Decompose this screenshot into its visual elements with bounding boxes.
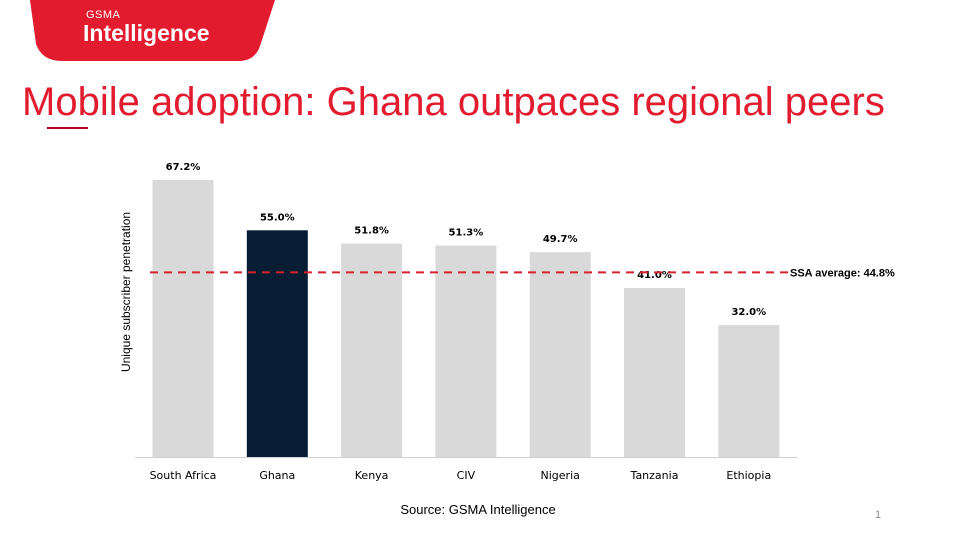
logo-tab-shape bbox=[30, 0, 275, 61]
x-tick-label-nigeria: Nigeria bbox=[541, 469, 580, 482]
logo-brand: GSMA bbox=[86, 9, 121, 21]
reference-line-label: SSA average: 44.8% bbox=[790, 267, 895, 279]
logo-tab: GSMA Intelligence bbox=[0, 0, 275, 61]
data-label-ethiopia: 32.0% bbox=[731, 307, 766, 318]
bar-ghana bbox=[246, 230, 308, 457]
data-label-ghana: 55.0% bbox=[260, 212, 295, 223]
data-label-nigeria: 49.7% bbox=[543, 234, 578, 245]
x-tick-label-ghana: Ghana bbox=[259, 469, 295, 482]
slide-title: Mobile adoption: Ghana outpaces regional… bbox=[22, 80, 885, 124]
x-tick-label-tanzania: Tanzania bbox=[630, 469, 679, 482]
page-number: 1 bbox=[875, 509, 882, 521]
source-note: Source: GSMA Intelligence bbox=[400, 502, 556, 517]
bar-nigeria bbox=[529, 252, 591, 457]
x-tick-label-ethiopia: Ethiopia bbox=[726, 469, 771, 482]
x-tick-label-civ: CIV bbox=[457, 469, 476, 482]
data-label-south-africa: 67.2% bbox=[166, 162, 201, 173]
bar-tanzania bbox=[624, 287, 685, 457]
bar-ethiopia bbox=[718, 325, 780, 457]
bar-civ bbox=[435, 245, 497, 457]
bar-kenya bbox=[341, 243, 403, 457]
x-tick-label-south-africa: South Africa bbox=[150, 469, 217, 482]
x-tick-label-kenya: Kenya bbox=[355, 469, 389, 482]
data-label-kenya: 51.8% bbox=[354, 225, 389, 236]
bar-south-africa bbox=[152, 180, 214, 457]
logo-product: Intelligence bbox=[83, 20, 210, 46]
title-underline bbox=[47, 127, 88, 129]
data-label-civ: 51.3% bbox=[449, 228, 484, 239]
y-axis-label: Unique subscriber penetration bbox=[119, 212, 133, 372]
data-label-tanzania: 41.0% bbox=[637, 270, 672, 281]
